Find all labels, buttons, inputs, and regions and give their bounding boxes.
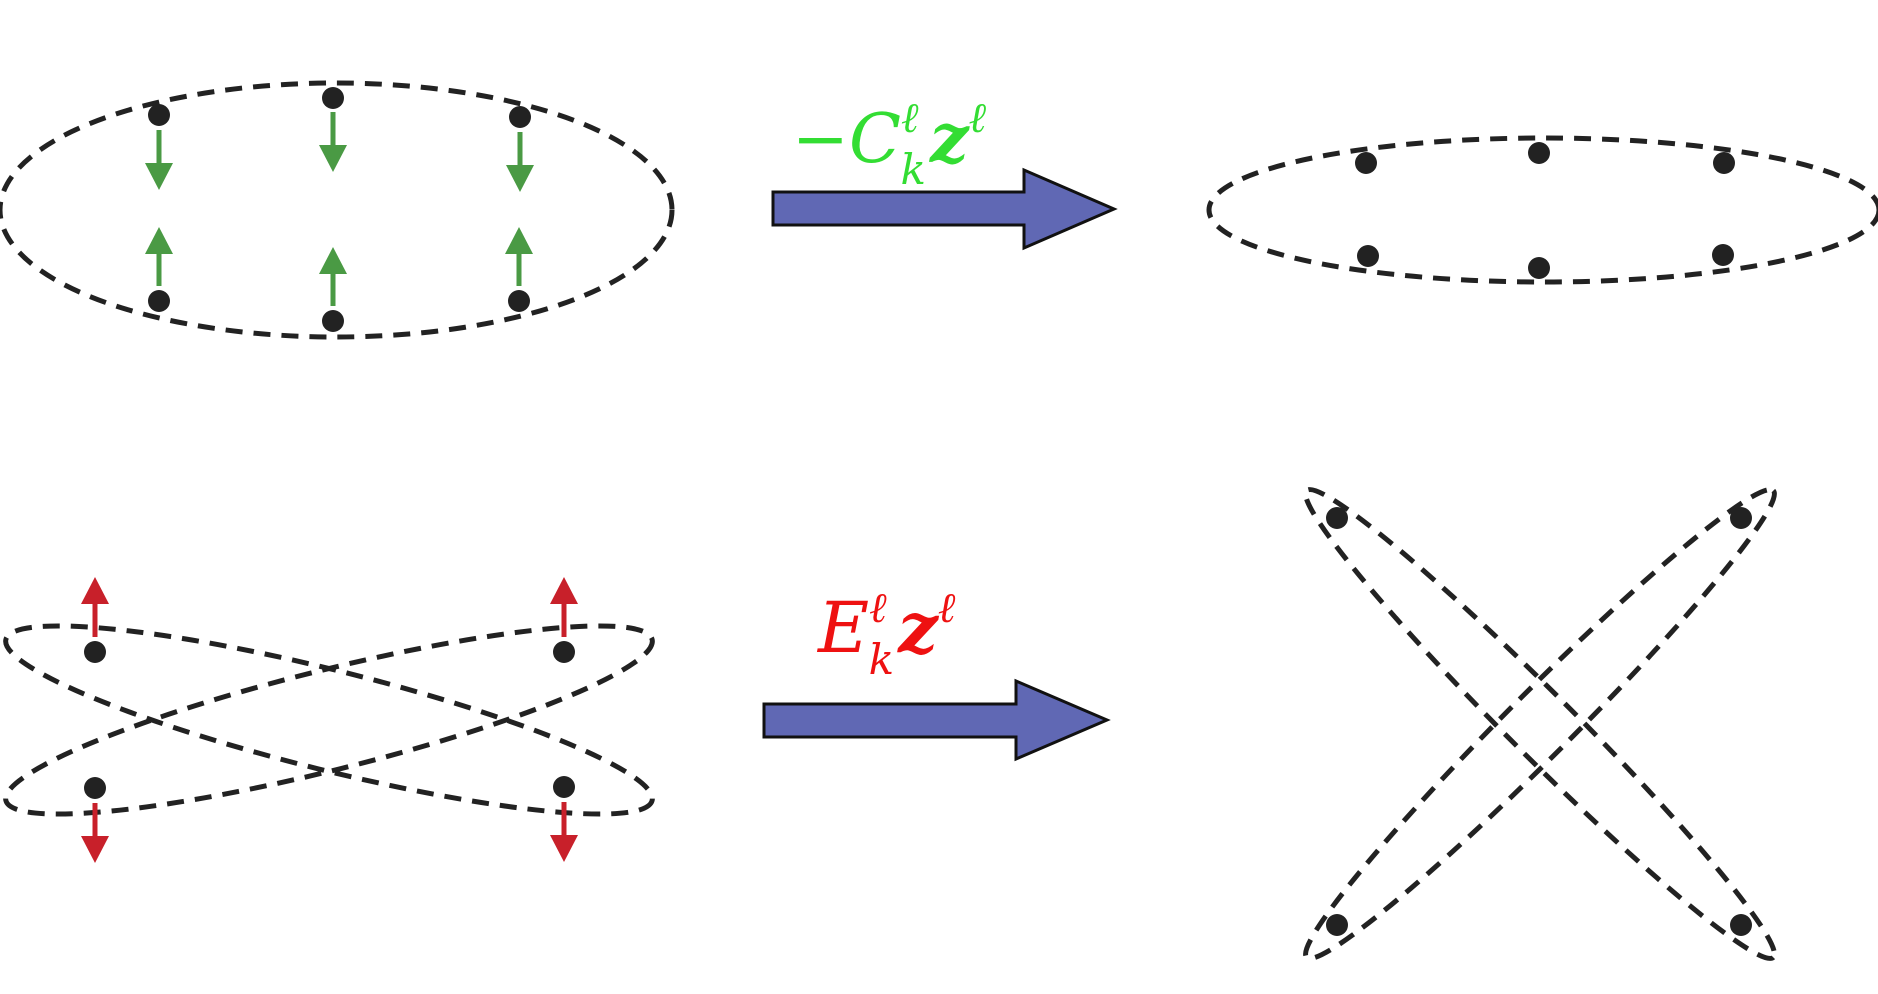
point-stretch-lower-right [553, 776, 575, 798]
point-lower-right [508, 290, 530, 312]
down-arrow-icon-middle [319, 112, 347, 172]
up-arrow-icon-left [145, 227, 173, 286]
point-x-upper-right [1730, 507, 1752, 529]
top-operator-vector-superscript: ℓ [969, 93, 987, 142]
down-arrow-icon-left [145, 130, 173, 190]
bottom-transition: Eℓ kzℓ [762, 583, 1111, 762]
top-operator-vector: z [929, 99, 970, 179]
point-upper-left [148, 104, 170, 126]
top-right-panel [1206, 135, 1878, 285]
down-arrow-icon-stretch-right [550, 802, 578, 862]
bottom-operator-subscript: k [869, 635, 894, 684]
flat-ellipse-outline [1206, 135, 1878, 285]
point-flat-lower-left [1357, 245, 1379, 267]
tall-ellipse-outline [0, 80, 675, 340]
point-upper-right [509, 106, 531, 128]
top-transition: −Cℓ kzℓ [771, 93, 1118, 251]
crossed-ellipse-outline-ascending [3, 623, 655, 817]
bottom-right-panel [1303, 487, 1777, 961]
point-flat-lower-middle [1528, 257, 1550, 279]
x-ellipse-outline-descending [1303, 487, 1777, 961]
bottom-left-panel [3, 577, 655, 863]
up-arrow-icon-stretch-right [550, 577, 578, 637]
point-x-lower-left [1326, 914, 1348, 936]
point-lower-middle [322, 310, 344, 332]
point-flat-upper-right [1713, 152, 1735, 174]
bottom-operator-vector: z [896, 586, 939, 669]
crossed-ellipse-outline-descending [3, 623, 655, 817]
point-upper-middle [322, 87, 344, 109]
down-arrow-icon-right [506, 132, 534, 192]
down-arrow-icon-stretch-left [81, 803, 109, 863]
top-operator-base: C [849, 100, 901, 179]
up-arrow-icon-right [505, 227, 533, 286]
point-x-lower-right [1730, 914, 1752, 936]
point-stretch-upper-left [84, 641, 106, 663]
top-operator-sign: − [792, 100, 849, 179]
bottom-operator-vector-superscript: ℓ [938, 583, 956, 632]
top-left-panel [0, 80, 675, 340]
point-flat-upper-middle [1528, 142, 1550, 164]
point-x-upper-left [1326, 507, 1348, 529]
top-operator-label: −Cℓ kzℓ [792, 93, 987, 194]
bottom-operator-superscript: ℓ [869, 583, 887, 632]
point-flat-lower-right [1712, 244, 1734, 266]
point-lower-left [148, 290, 170, 312]
x-ellipse-outline-ascending [1303, 487, 1777, 961]
up-arrow-icon-middle [319, 247, 347, 306]
up-arrow-icon-stretch-left [81, 577, 109, 637]
right-arrow-icon-top [771, 167, 1118, 251]
top-operator-superscript: ℓ [901, 93, 919, 142]
bottom-operator-base: E [816, 587, 869, 669]
point-stretch-lower-left [84, 777, 106, 799]
point-flat-upper-left [1355, 152, 1377, 174]
top-operator-subscript: k [901, 145, 926, 194]
point-stretch-upper-right [553, 641, 575, 663]
right-arrow-icon-bottom [762, 678, 1111, 762]
bottom-operator-label: Eℓ kzℓ [816, 583, 956, 684]
